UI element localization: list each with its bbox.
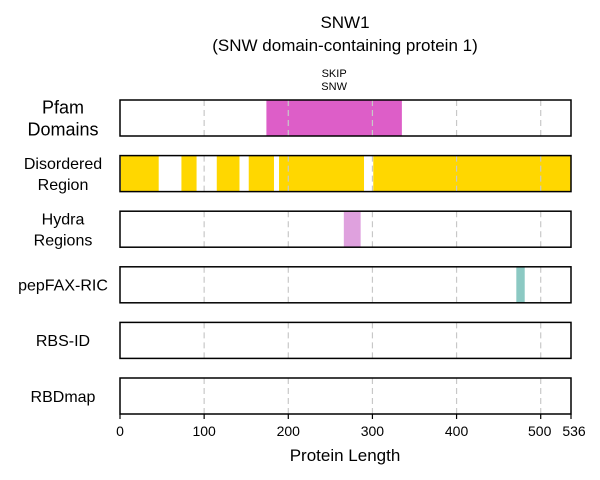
x-tick-label: 100 bbox=[192, 423, 216, 439]
x-tick-label: 500 bbox=[528, 423, 552, 439]
track-border bbox=[119, 210, 572, 248]
feature-segment bbox=[248, 155, 274, 192]
track-rbs-id: RBS-ID bbox=[36, 321, 572, 360]
chart-subtitle: (SNW domain-containing protein 1) bbox=[212, 36, 478, 55]
segment-label: SNW bbox=[321, 81, 347, 93]
x-tick-label: 0 bbox=[116, 423, 124, 439]
track-background bbox=[120, 378, 571, 414]
track-hydra-regions: Hydra Regions bbox=[34, 210, 572, 249]
track-border bbox=[119, 99, 572, 137]
track-label: Disordered bbox=[24, 156, 102, 173]
x-tick-label: 300 bbox=[361, 423, 385, 439]
feature-segment bbox=[181, 155, 197, 192]
feature-segment bbox=[279, 155, 365, 192]
track-pepfax-ric: pepFAX-RIC bbox=[18, 266, 572, 304]
track-label: pepFAX-RIC bbox=[18, 278, 108, 295]
x-tick-label: 400 bbox=[445, 423, 469, 439]
x-tick-label: 536 bbox=[562, 423, 586, 439]
feature-segment bbox=[216, 155, 240, 192]
track-label: RBS-ID bbox=[36, 333, 90, 350]
track-label: Hydra bbox=[42, 211, 85, 228]
track-label: RBDmap bbox=[31, 389, 96, 406]
track-label: Domains bbox=[27, 119, 98, 139]
segment-label: SKIP bbox=[322, 68, 347, 80]
track-label: Regions bbox=[34, 232, 93, 249]
track-background bbox=[120, 266, 571, 303]
track-border bbox=[119, 377, 572, 415]
track-label: Region bbox=[38, 177, 89, 194]
x-tick-label: 200 bbox=[277, 423, 301, 439]
track-border bbox=[119, 154, 572, 193]
track-background bbox=[120, 322, 571, 359]
track-border bbox=[119, 321, 572, 360]
feature-segment bbox=[373, 155, 571, 192]
x-axis: 0 100 200 300 400 500 536 bbox=[116, 414, 586, 439]
track-label: Pfam bbox=[42, 97, 84, 117]
feature-segment bbox=[266, 100, 402, 136]
track-disordered-region: Disordered Region bbox=[24, 154, 572, 194]
feature-segment bbox=[120, 155, 159, 192]
track-border bbox=[119, 266, 572, 304]
chart-title: SNW1 bbox=[320, 13, 369, 32]
track-rbdmap: RBDmap bbox=[31, 377, 572, 415]
feature-segment bbox=[516, 266, 525, 303]
x-axis-label: Protein Length bbox=[290, 446, 401, 465]
feature-segment bbox=[343, 211, 361, 248]
